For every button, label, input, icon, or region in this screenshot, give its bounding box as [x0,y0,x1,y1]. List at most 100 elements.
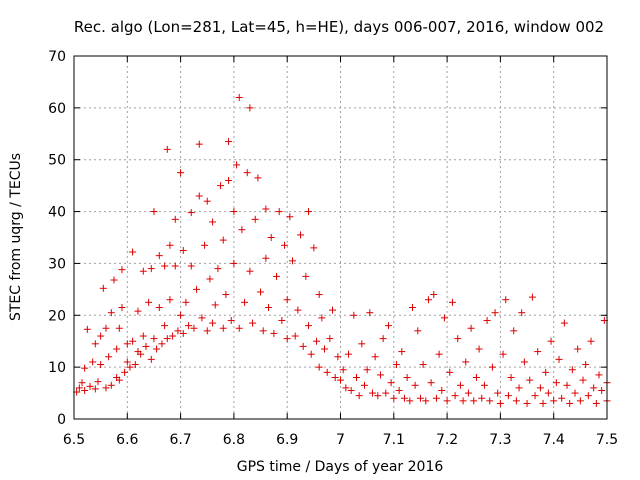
x-tick-label: 7.1 [383,432,405,448]
data-point [403,374,411,382]
data-point [123,340,131,348]
data-point [177,311,185,319]
data-point [523,399,531,407]
data-point [185,322,193,330]
x-tick-label: 6.9 [276,432,298,448]
data-point [512,397,520,405]
data-point [595,371,603,379]
data-point [187,209,195,217]
data-point [574,345,582,353]
data-point [89,358,97,366]
data-point [94,378,102,386]
data-point [118,304,126,312]
data-point [297,231,305,239]
data-point [542,368,550,376]
x-tick-label: 7.5 [596,432,618,448]
data-point [350,311,358,319]
data-point [262,254,270,262]
data-point [379,335,387,343]
data-point [182,298,190,306]
data-point [147,265,155,273]
data-point [211,301,219,309]
data-point [563,381,571,389]
data-point [257,288,265,296]
data-point [571,389,579,397]
data-point [566,399,574,407]
x-tick-label: 6.6 [116,432,138,448]
data-point [150,208,158,216]
data-point [355,392,363,400]
data-point [552,379,560,387]
data-point [235,324,243,332]
data-point [526,376,534,384]
data-point [520,358,528,366]
data-point [472,374,480,382]
data-point [467,324,475,332]
data-point [134,307,142,315]
data-point [339,366,347,374]
data-point [139,267,147,275]
data-point [376,371,384,379]
data-point [398,348,406,356]
x-axis-label: GPS time / Days of year 2016 [237,459,444,475]
data-point [470,397,478,405]
data-point [323,368,331,376]
data-point [227,316,235,324]
data-points [73,93,611,407]
data-point [150,335,158,343]
data-point [331,374,339,382]
x-tick-label: 7.2 [436,432,458,448]
y-tick-label: 70 [48,49,66,65]
data-point [177,169,185,177]
data-point [435,350,443,358]
data-point [174,327,182,335]
data-point [427,379,435,387]
data-point [225,138,233,146]
data-point [139,332,147,340]
data-point [598,386,606,394]
data-point [313,337,321,345]
data-point [233,161,241,169]
data-point [496,399,504,407]
data-point [539,399,547,407]
y-axis-label: STEC from uqrg / TECUs [8,153,24,321]
data-point [315,291,323,299]
data-point [209,218,217,226]
data-point [81,386,89,394]
data-point [334,353,342,361]
y-tick-labels: 0 10 20 30 40 50 60 70 [48,49,66,428]
data-point [544,389,552,397]
data-point [161,322,169,330]
data-point [416,394,424,402]
data-point [462,358,470,366]
data-point [206,275,214,283]
data-point [395,386,403,394]
data-point [155,252,163,260]
data-point [142,342,150,350]
data-point [384,322,392,330]
data-point [568,366,576,374]
data-point [235,93,243,101]
data-point [110,276,118,284]
data-point [310,244,318,252]
data-point [422,397,430,405]
data-point [265,304,273,312]
data-point [198,314,206,322]
data-point [406,397,414,405]
data-point [129,337,137,345]
data-point [576,397,584,405]
data-point [147,355,155,363]
data-point [534,348,542,356]
x-tick-label: 6.8 [223,432,245,448]
data-point [480,381,488,389]
data-point [78,379,86,387]
y-tick-label: 30 [48,256,66,272]
data-point [558,394,566,402]
data-point [358,340,366,348]
data-point [582,361,590,369]
data-point [91,385,99,393]
data-point [283,335,291,343]
data-point [81,364,89,372]
data-point [299,342,307,350]
data-point [203,327,211,335]
